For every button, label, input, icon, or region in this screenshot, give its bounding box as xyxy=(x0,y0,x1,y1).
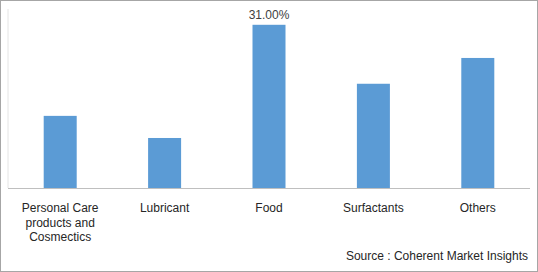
x-tick-label: Lubricant xyxy=(140,201,190,215)
bar xyxy=(357,84,390,188)
frame xyxy=(1,1,538,272)
x-axis-line xyxy=(8,188,530,189)
x-tick-label: Surfactants xyxy=(343,201,404,215)
x-tick-label: Food xyxy=(255,201,282,215)
bar xyxy=(253,25,286,188)
bars xyxy=(44,25,495,188)
x-tick-label: Others xyxy=(460,201,496,215)
data-label: 31.00% xyxy=(249,8,290,22)
bar xyxy=(148,138,181,188)
chart: 31.00% Personal Careproducts andCosmectic… xyxy=(0,0,538,272)
bar xyxy=(461,58,494,188)
x-tick-label: Personal Careproducts andCosmectics xyxy=(22,201,99,244)
source: Source : Coherent Market Insights xyxy=(346,249,528,263)
y-axis-line xyxy=(8,9,9,188)
bar xyxy=(44,116,77,188)
